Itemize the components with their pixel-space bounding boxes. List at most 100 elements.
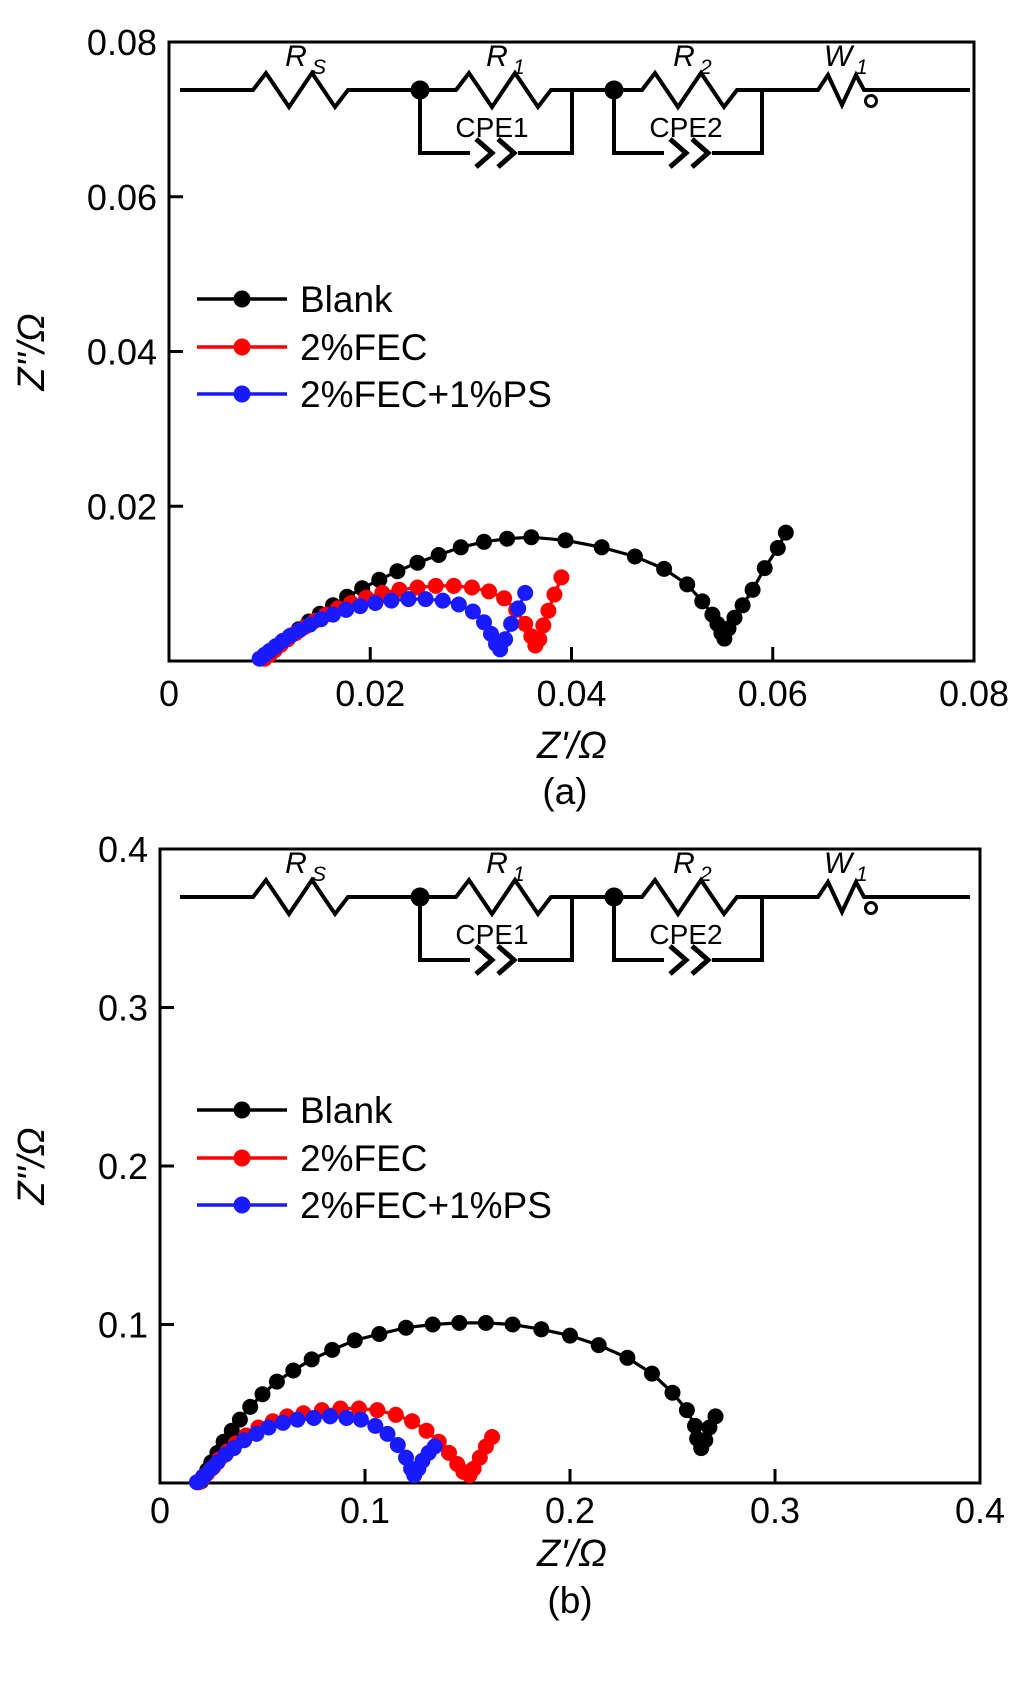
x-tick-label: 0.02 xyxy=(335,673,405,714)
data-point xyxy=(590,1337,607,1354)
data-point xyxy=(678,1402,695,1419)
data-point xyxy=(734,597,751,614)
data-point xyxy=(379,1425,396,1442)
label-r1-main: R xyxy=(486,40,508,73)
label-rs-main: R xyxy=(285,40,307,73)
data-point xyxy=(664,1384,681,1401)
x-tick-label: 0.3 xyxy=(750,1490,800,1531)
x-axis-label-b: Z'/Ω xyxy=(536,1533,607,1575)
x-tick-label: 0 xyxy=(159,673,179,714)
junction-node-2 xyxy=(604,887,624,907)
data-point xyxy=(352,598,369,615)
label-rs-sub: S xyxy=(312,56,326,79)
data-point xyxy=(434,592,451,609)
data-point xyxy=(400,591,417,608)
data-point xyxy=(236,1432,253,1449)
data-point xyxy=(303,1351,320,1368)
legend-label-2-fec: 2%FEC xyxy=(300,327,427,368)
data-point xyxy=(325,606,341,623)
data-point xyxy=(387,1406,404,1423)
data-point xyxy=(533,1321,550,1338)
y-tick-label: 0.1 xyxy=(98,1305,148,1346)
data-point xyxy=(697,1432,714,1449)
data-point xyxy=(523,529,540,546)
data-point xyxy=(371,1326,388,1342)
data-point xyxy=(427,577,444,594)
legend-entry-2-fec-1-ps: 2%FEC+1%PS xyxy=(197,374,552,415)
legend-a: Blank 2%FEC 2%FEC+1%PS xyxy=(197,279,552,415)
legend-label-blank: Blank xyxy=(300,279,393,320)
legend-marker-blank xyxy=(233,1101,251,1119)
data-point xyxy=(510,600,527,617)
legend-entry-blank: Blank xyxy=(197,279,393,320)
data-point xyxy=(476,614,492,631)
legend-entry-2-fec-1-ps: 2%FEC+1%PS xyxy=(197,1185,552,1226)
data-point xyxy=(383,592,400,609)
equivalent-circuit xyxy=(180,69,970,169)
data-point xyxy=(557,532,574,549)
data-point xyxy=(338,1410,355,1426)
axis-ticks-b: 0 0.1 0.2 0.3 0.4 0.1 0.2 0.3 0.4 xyxy=(98,829,1005,1531)
data-point xyxy=(484,1429,501,1445)
panel-a: 0 0.02 0.04 0.06 0.080.020.040.060.08 R S R 1 R 2 W… xyxy=(87,22,1009,714)
data-point xyxy=(417,591,434,608)
label-w1-main: W xyxy=(824,40,855,73)
x-tick-label: 0.06 xyxy=(738,673,808,714)
x-tick-label: 0.04 xyxy=(536,673,606,714)
legend-label-2-fec: 2%FEC xyxy=(300,1138,427,1179)
data-point xyxy=(346,1332,363,1349)
data-point xyxy=(517,615,534,632)
data-point xyxy=(418,1422,435,1439)
data-point xyxy=(726,609,743,626)
data-point xyxy=(254,1386,271,1403)
data-point xyxy=(285,1362,302,1379)
cpe-branches xyxy=(418,90,764,155)
data-point xyxy=(619,1349,636,1366)
data-point xyxy=(389,1437,406,1453)
legend-entry-2-fec: 2%FEC xyxy=(197,327,427,368)
y-tick-label: 0.04 xyxy=(87,332,157,373)
data-point xyxy=(481,583,497,600)
data-point xyxy=(503,615,520,632)
data-point xyxy=(517,584,534,601)
data-point xyxy=(540,602,557,619)
data-point xyxy=(756,560,773,577)
y-tick-label: 0.08 xyxy=(87,22,157,63)
data-point xyxy=(531,631,548,648)
data-point xyxy=(546,586,563,603)
data-point xyxy=(352,1411,369,1428)
data-point xyxy=(656,560,673,577)
cpe-branches xyxy=(418,897,764,962)
data-point xyxy=(369,1402,386,1419)
data-point xyxy=(248,1425,265,1442)
legend-label-2-fec-1-ps: 2%FEC+1%PS xyxy=(300,374,552,415)
data-point xyxy=(260,1419,277,1436)
data-point xyxy=(404,1413,421,1430)
cpe1-symbol xyxy=(474,944,518,976)
legend-entry-2-fec: 2%FEC xyxy=(197,1138,427,1179)
y-tick-label: 0.2 xyxy=(98,1146,148,1187)
panel-caption-a: (a) xyxy=(542,771,587,812)
x-tick-label: 0.08 xyxy=(939,673,1009,714)
x-axis-label-a: Z'/Ω xyxy=(536,725,607,767)
legend-marker-2-fec xyxy=(233,338,251,356)
data-point xyxy=(398,1319,414,1336)
data-point xyxy=(553,569,570,586)
data-point xyxy=(476,533,492,550)
data-point xyxy=(694,593,711,610)
data-point xyxy=(504,1316,521,1333)
data-point xyxy=(424,1316,441,1333)
axis-ticks-a: 0 0.02 0.04 0.06 0.08 0.02 0.04 0.06 0.08 xyxy=(87,22,1009,714)
label-r2-main: R xyxy=(673,847,695,880)
label-rs-sub: S xyxy=(312,863,326,886)
legend-entry-blank: Blank xyxy=(197,1090,393,1131)
legend-marker-blank xyxy=(233,290,251,308)
data-point xyxy=(535,617,552,634)
data-point xyxy=(322,1408,339,1425)
warburg-o-symbol xyxy=(864,94,878,108)
data-point xyxy=(744,581,761,598)
data-point xyxy=(338,601,355,618)
data-point xyxy=(223,1422,240,1439)
data-point xyxy=(499,530,516,547)
